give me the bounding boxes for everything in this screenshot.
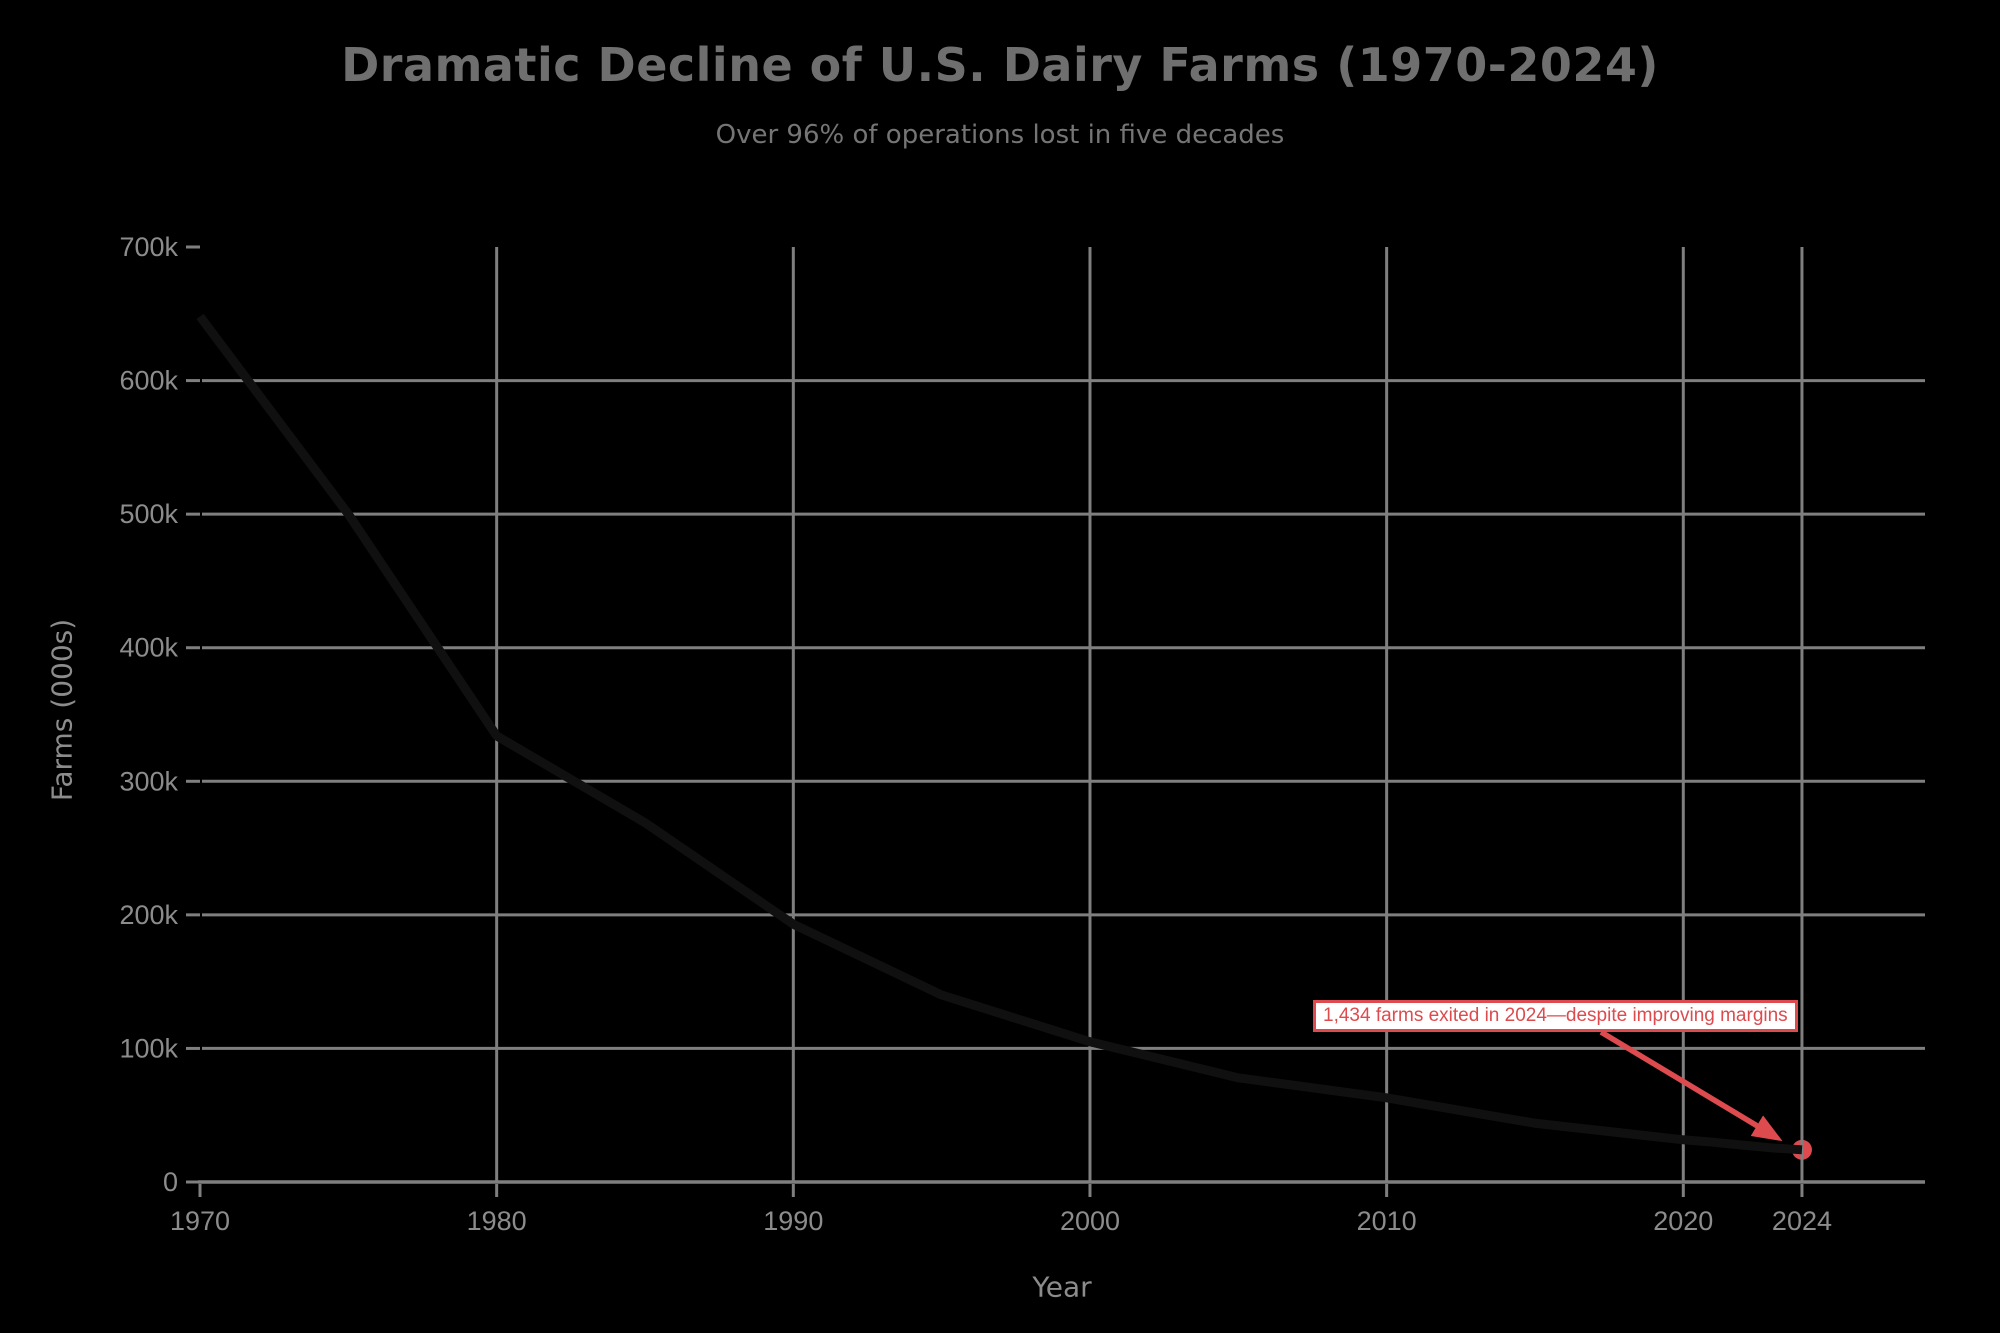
- tick-marks: [186, 245, 1804, 1197]
- svg-text:0: 0: [163, 1167, 178, 1197]
- svg-text:200k: 200k: [119, 900, 178, 930]
- svg-text:600k: 600k: [119, 366, 178, 396]
- data-line: [196, 313, 1803, 1155]
- svg-text:500k: 500k: [119, 499, 178, 529]
- svg-text:300k: 300k: [119, 766, 178, 796]
- svg-text:2000: 2000: [1060, 1206, 1120, 1236]
- svg-text:400k: 400k: [119, 633, 178, 663]
- annotation-callout: 1,434 farms exited in 2024—despite impro…: [1313, 1000, 1798, 1032]
- chart-title: Dramatic Decline of U.S. Dairy Farms (19…: [341, 38, 1659, 92]
- svg-text:100k: 100k: [119, 1033, 178, 1063]
- svg-text:2020: 2020: [1653, 1206, 1713, 1236]
- y-tick-labels: 0 100k 200k 300k 400k 500k 600k 700k: [119, 232, 178, 1197]
- svg-text:1980: 1980: [467, 1206, 527, 1236]
- svg-text:1990: 1990: [763, 1206, 823, 1236]
- gridlines: [202, 247, 1925, 1182]
- svg-text:2010: 2010: [1357, 1206, 1417, 1236]
- svg-text:700k: 700k: [119, 232, 178, 262]
- x-axis-title: Year: [1032, 1270, 1092, 1304]
- annotation-arrow: [1599, 1029, 1783, 1142]
- chart-subtitle: Over 96% of operations lost in five deca…: [715, 120, 1285, 150]
- svg-text:2024: 2024: [1772, 1206, 1832, 1236]
- x-tick-labels: 1970 1980 1990 2000 2010 2020 2024: [170, 1206, 1832, 1236]
- svg-text:1970: 1970: [170, 1206, 230, 1236]
